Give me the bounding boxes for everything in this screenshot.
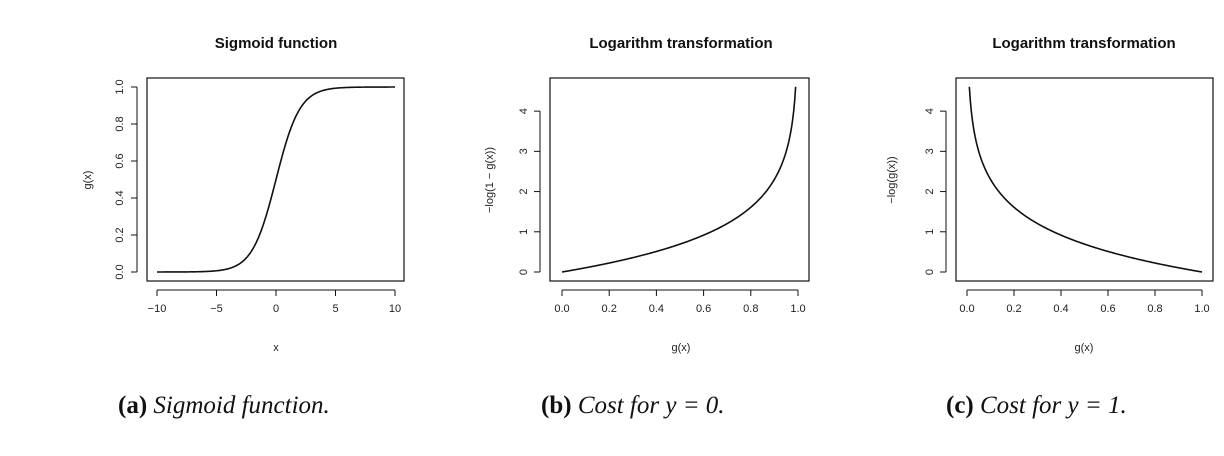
panel-b-x-tick-label: 0.0 (554, 303, 569, 315)
caption-b-label: (b) (541, 392, 572, 419)
panel-b-plot-frame (549, 77, 810, 282)
panel-b-x-tick-label: 0.8 (743, 303, 758, 315)
panel-b-x-tick-label: 0.4 (649, 303, 664, 315)
panel-b: Logarithm transformation 0.0 0.2 0.4 0.6 0.8… (484, 35, 810, 354)
panel-c: Logarithm transformation 0.0 0.2 0.4 0.6 0.8… (886, 35, 1214, 354)
caption-c-text: Cost for (980, 392, 1062, 419)
panel-a-x-axis-label: x (273, 342, 279, 354)
caption-c-math: y = 1. (1067, 392, 1127, 419)
panel-a: Sigmoid function −10 −5 0 5 10 0.0 0.2 0.4 0.6 0… (82, 35, 405, 354)
caption-a-text: Sigmoid function. (153, 392, 330, 419)
caption-c: (c) Cost for y = 1. (946, 392, 1127, 420)
caption-c-label: (c) (946, 392, 974, 419)
caption-b-text: Cost for (577, 392, 660, 419)
panel-b-y-axis-label: −log(1 − g(x)) (484, 147, 496, 213)
panel-a-y-tick-label: 0.8 (114, 116, 126, 131)
panel-a-y-tick-label: 0.4 (114, 190, 126, 205)
panel-c-y-tick-label: 4 (924, 108, 936, 114)
panel-a-x-tick-label: 10 (389, 303, 401, 315)
panel-a-plot-frame (146, 77, 405, 282)
panel-b-y-tick-label: 2 (518, 189, 530, 195)
panel-a-sigmoid-curve (157, 86, 395, 273)
panel-c-cost-curve (968, 86, 1203, 273)
caption-a: (a) Sigmoid function. (118, 392, 330, 420)
panel-b-y-tick-label: 4 (518, 108, 530, 114)
panel-c-x-tick-label: 0.6 (1100, 303, 1115, 315)
panel-c-x-axis-label: g(x) (1075, 342, 1094, 354)
panel-c-plot-frame (955, 77, 1214, 282)
panel-b-title: Logarithm transformation (589, 35, 772, 52)
panel-b-x-axis-label: g(x) (672, 342, 691, 354)
caption-b: (b) Cost for y = 0. (541, 392, 725, 420)
panel-a-y-tick-label: 0.2 (114, 227, 126, 242)
panel-b-y-tick-label: 1 (518, 229, 530, 235)
panel-a-title: Sigmoid function (215, 35, 337, 52)
caption-a-label: (a) (118, 392, 148, 419)
caption-b-math: y = 0. (665, 392, 725, 419)
panel-b-y-tick-label: 3 (518, 148, 530, 154)
panel-a-x-tick-label: −5 (210, 303, 223, 315)
panel-b-x-tick-label: 0.2 (602, 303, 617, 315)
panel-a-x-tick-label: −10 (148, 303, 167, 315)
panel-c-y-axis-label: −log(g(x)) (886, 156, 898, 203)
panel-a-y-axis-label: g(x) (82, 171, 94, 190)
panel-c-y-tick-label: 3 (924, 148, 936, 154)
panel-c-y-tick-label: 1 (924, 229, 936, 235)
panel-c-x-tick-label: 1.0 (1194, 303, 1209, 315)
panel-c-x-tick-label: 0.2 (1006, 303, 1021, 315)
panel-a-y-tick-label: 1.0 (114, 79, 126, 94)
panel-c-x-tick-label: 0.8 (1147, 303, 1162, 315)
panel-b-y-tick-label: 0 (518, 269, 530, 275)
panel-b-x-tick-label: 0.6 (696, 303, 711, 315)
panel-b-x-tick-label: 1.0 (790, 303, 805, 315)
panel-c-x-tick-label: 0.4 (1053, 303, 1068, 315)
panel-c-y-tick-label: 0 (924, 269, 936, 275)
panel-a-y-tick-label: 0.6 (114, 153, 126, 168)
panel-c-y-tick-label: 2 (924, 189, 936, 195)
panel-b-cost-curve (561, 86, 797, 273)
panel-c-x-tick-label: 0.0 (959, 303, 974, 315)
panel-a-x-tick-label: 0 (273, 303, 279, 315)
panel-c-title: Logarithm transformation (992, 35, 1175, 52)
panel-a-x-tick-label: 5 (332, 303, 338, 315)
panel-a-y-tick-label: 0.0 (114, 264, 126, 279)
